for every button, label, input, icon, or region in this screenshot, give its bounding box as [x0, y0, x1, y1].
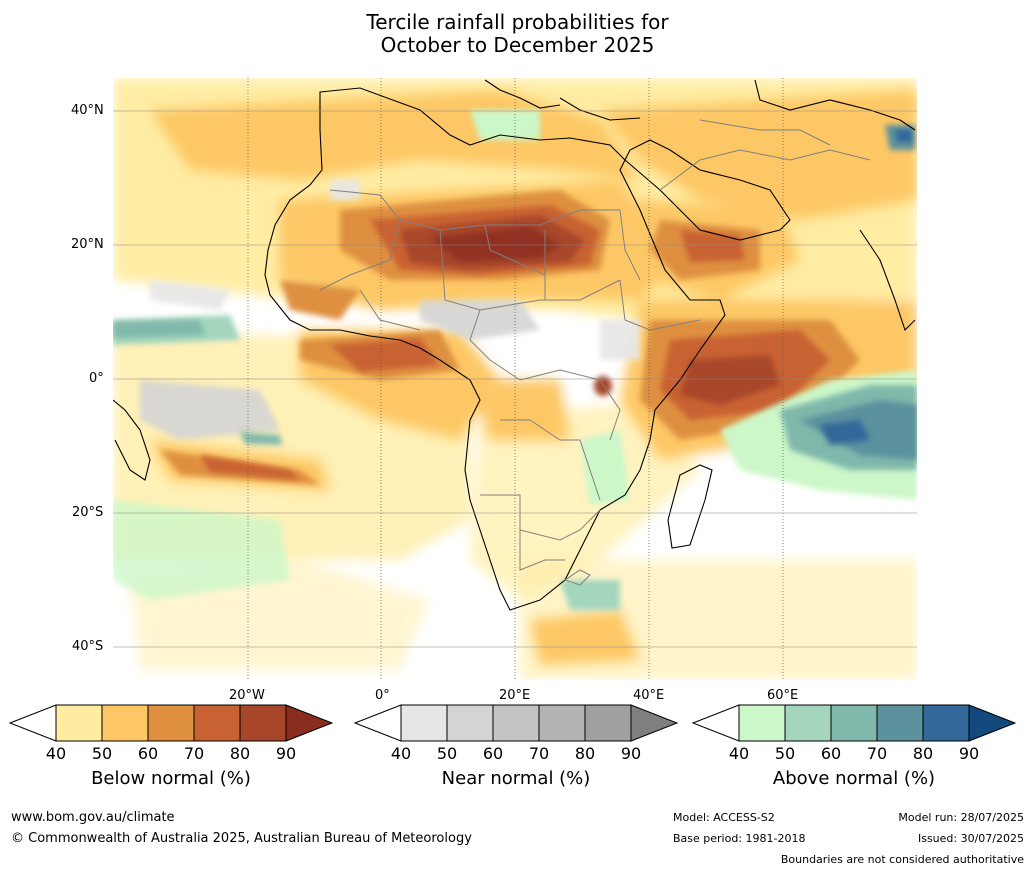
legend-above-normal-title: Above normal (%)	[772, 768, 936, 789]
legend-near-normal-title: Near normal (%)	[441, 768, 591, 789]
lat-label-20s: 20°S	[72, 505, 104, 520]
coastline	[113, 79, 916, 611]
legend-above-normal-bar	[691, 704, 1017, 742]
probability-field	[113, 78, 917, 680]
legend-tick: 40	[728, 744, 750, 763]
legend-tick: 80	[912, 744, 934, 763]
lat-label-equator: 0°	[89, 371, 104, 386]
legend-below-normal-bar	[8, 704, 334, 742]
legend-tick: 70	[183, 744, 205, 763]
legend-tick: 60	[482, 744, 504, 763]
legend-tick: 50	[774, 744, 796, 763]
legend-tick: 60	[820, 744, 842, 763]
lon-label-20e: 20°E	[499, 688, 531, 703]
country-borders	[319, 119, 871, 586]
legend-tick: 80	[229, 744, 251, 763]
legend-tick: 40	[45, 744, 67, 763]
lat-label-40s: 40°S	[72, 639, 104, 654]
base-period: Base period: 1981-2018	[673, 832, 806, 845]
model-name: Model: ACCESS-S2	[673, 811, 775, 824]
legend-tick: 70	[866, 744, 888, 763]
legend-tick: 50	[91, 744, 113, 763]
lat-label-20n: 20°N	[71, 237, 104, 252]
lat-label-40n: 40°N	[71, 103, 104, 118]
legend-below-normal-title: Below normal (%)	[91, 768, 251, 789]
model-run-date: Model run: 28/07/2025	[898, 811, 1024, 824]
legend-tick: 80	[574, 744, 596, 763]
legend-tick: 60	[137, 744, 159, 763]
bom-url-link[interactable]: www.bom.gov.au/climate	[11, 810, 175, 825]
map-title-line2: October to December 2025	[380, 33, 655, 57]
legend-tick: 40	[390, 744, 412, 763]
lon-label-40e: 40°E	[633, 688, 665, 703]
legend-tick: 50	[436, 744, 458, 763]
legend-tick: 90	[958, 744, 980, 763]
lon-label-60e: 60°E	[767, 688, 799, 703]
lon-label-20w: 20°W	[229, 688, 265, 703]
legend-tick: 70	[528, 744, 550, 763]
legend-tick: 90	[275, 744, 297, 763]
legend-near-normal-bar	[353, 704, 679, 742]
boundaries-disclaimer: Boundaries are not considered authoritat…	[780, 853, 1024, 866]
map-title-line1: Tercile rainfall probabilities for	[366, 10, 669, 34]
lon-label-0: 0°	[375, 688, 390, 703]
legend-tick: 90	[620, 744, 642, 763]
copyright-text: © Commonwealth of Australia 2025, Austra…	[11, 831, 472, 846]
issued-date: Issued: 30/07/2025	[917, 832, 1024, 845]
